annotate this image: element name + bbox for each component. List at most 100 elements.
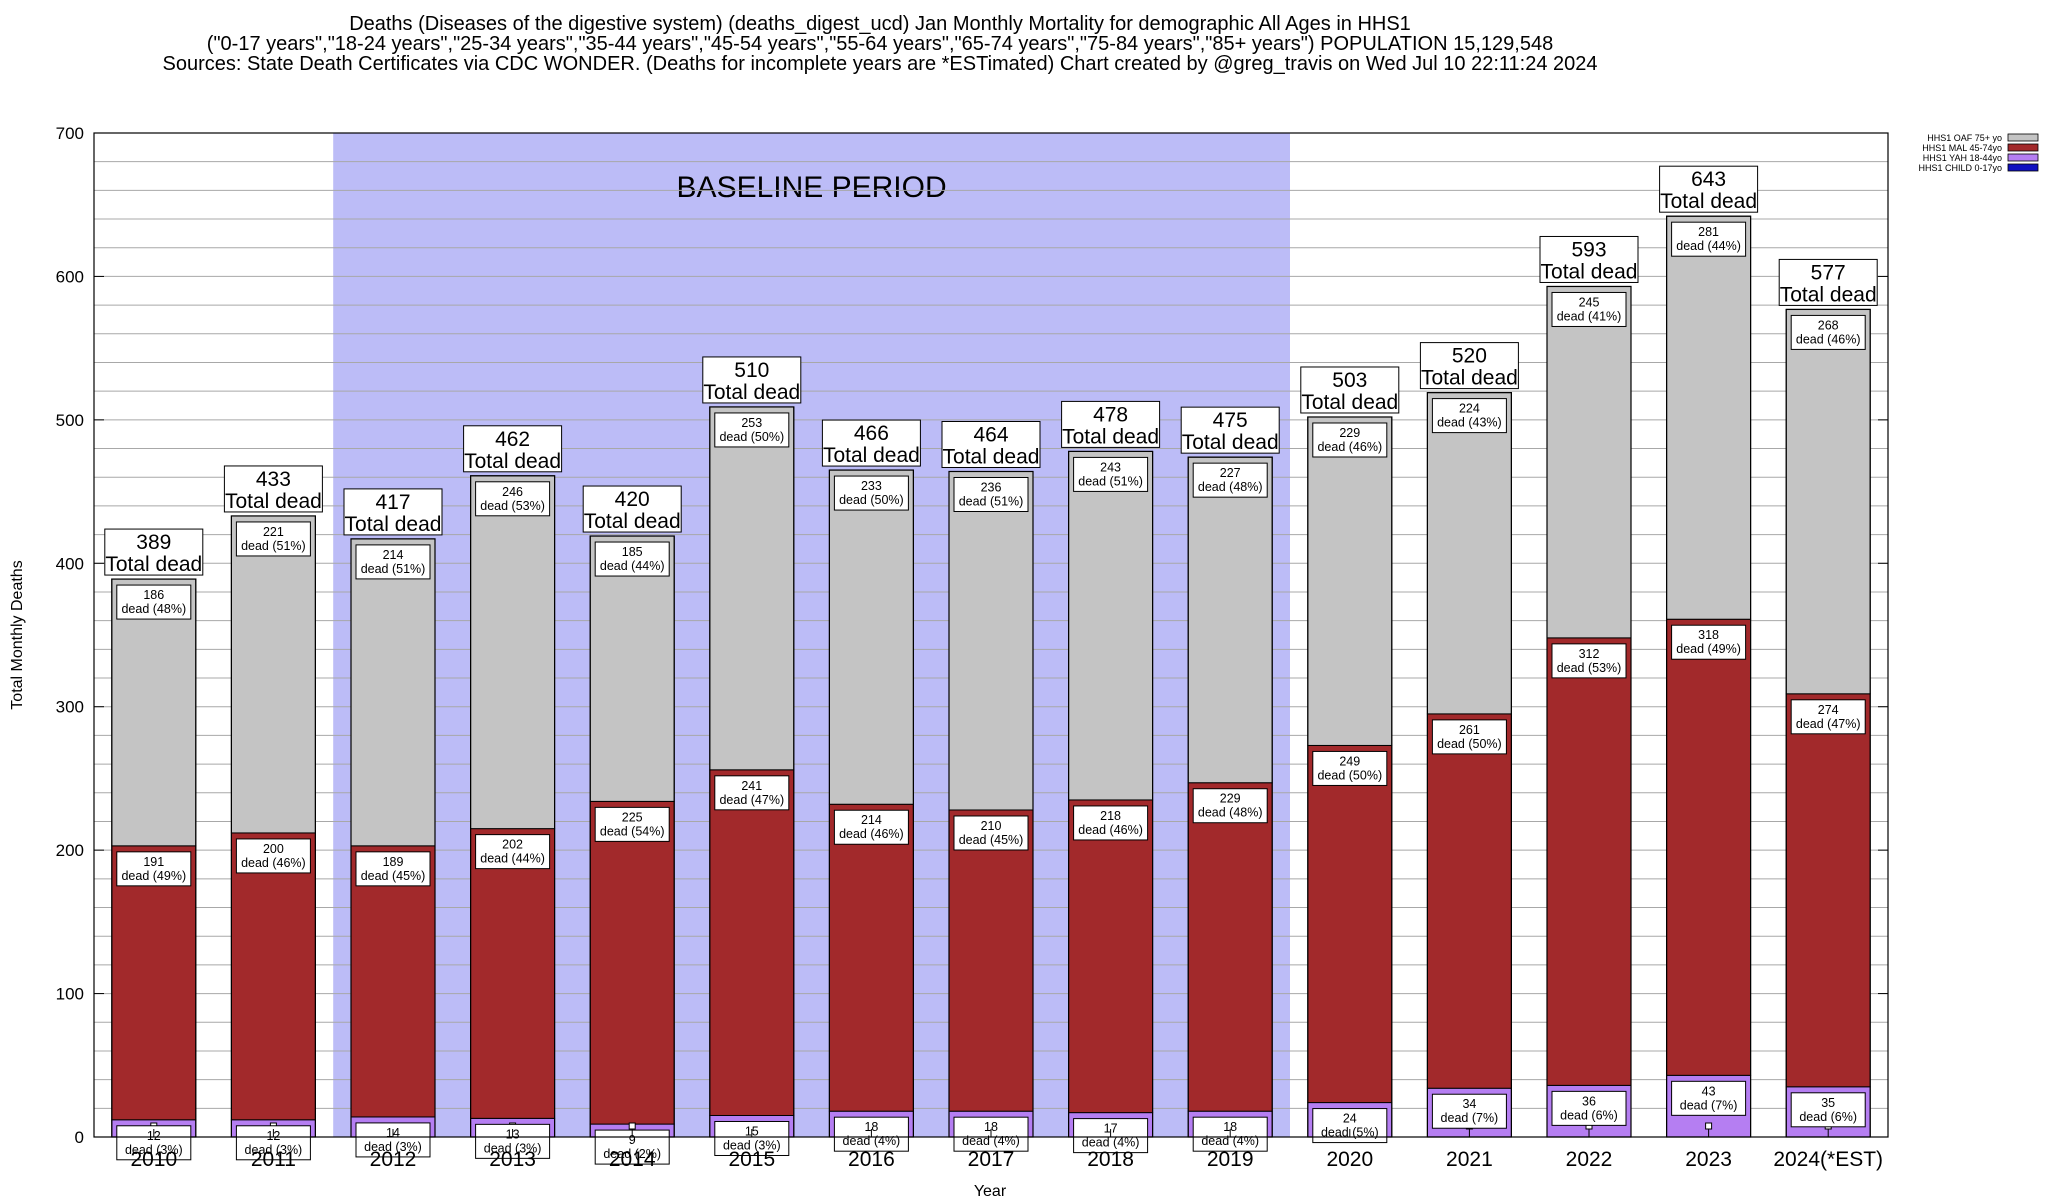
chart-title: Deaths (Diseases of the digestive system…: [0, 14, 1760, 74]
legend-entry-label: HHS1 CHILD 0-17yo: [1918, 163, 2002, 173]
segment-percent-label: dead (6%): [1560, 1108, 1618, 1122]
total-suffix-label: Total dead: [1421, 367, 1518, 390]
x-tick-label: 2022: [1566, 1148, 1613, 1171]
segment-label-box: [475, 834, 551, 870]
legend-entry-label: HHS1 YAH 18-44yo: [1923, 153, 2002, 163]
segment-percent-label: dead (51%): [241, 539, 306, 553]
segment-label-box: [714, 1120, 790, 1156]
segment-label-box: [714, 412, 790, 448]
segment-percent-label: dead (44%): [600, 559, 665, 573]
segment-percent-label: dead (50%): [1317, 768, 1382, 782]
x-tick-label: 2017: [968, 1148, 1015, 1171]
total-suffix-label: Total dead: [1660, 190, 1757, 213]
total-value-label: 420: [615, 488, 650, 511]
segment-label-box: [1431, 398, 1507, 434]
segment-percent-label: dead (7%): [1441, 1111, 1499, 1125]
segment-label-box: [1192, 462, 1268, 498]
total-value-label: 577: [1811, 261, 1846, 284]
legend-swatch: [2007, 133, 2039, 142]
x-tick-label: 2012: [370, 1148, 417, 1171]
y-tick-label: 0: [75, 1128, 84, 1147]
segment-label-box: [1431, 1093, 1507, 1129]
segment-label-box: [1192, 788, 1268, 824]
segment-percent-label: dead (3%): [484, 1141, 542, 1155]
segment-value-label: 224: [1459, 402, 1480, 416]
segment-value-label: 36: [1582, 1094, 1596, 1108]
bar-segment: [350, 845, 436, 1118]
segment-label-box: [1790, 699, 1866, 735]
segment-percent-label: dead (4%): [1201, 1134, 1259, 1148]
segment-label-box: [833, 809, 909, 845]
total-value-label: 464: [973, 423, 1008, 446]
x-tick-label: 2018: [1087, 1148, 1134, 1171]
segment-value-label: 241: [741, 779, 762, 793]
segment-percent-label: dead (3%): [245, 1143, 303, 1157]
bar-segment: [1426, 713, 1512, 1089]
total-suffix-label: Total dead: [225, 490, 322, 513]
segment-label-box: [1790, 1092, 1866, 1128]
segment-label-box: [1790, 314, 1866, 350]
segment-label-box: [116, 851, 192, 887]
total-value-label: 520: [1452, 345, 1487, 368]
x-tick-label: 2020: [1326, 1148, 1373, 1171]
segment-percent-label: dead (4%): [843, 1134, 901, 1148]
total-label-box: [1659, 165, 1759, 213]
total-value-label: 643: [1691, 168, 1726, 191]
segment-percent-label: dead (48%): [1198, 806, 1263, 820]
bar-segment: [1187, 782, 1273, 1112]
total-value-label: 503: [1332, 369, 1367, 392]
segment-value-label: 214: [383, 548, 404, 562]
y-tick-label: 100: [56, 985, 84, 1004]
segment-value-label: 214: [861, 813, 882, 827]
segment-percent-label: dead (46%): [1796, 332, 1861, 346]
title-line-3: Sources: State Death Certificates via CD…: [162, 53, 1598, 75]
total-suffix-label: Total dead: [464, 450, 561, 473]
segment-percent-label: dead (50%): [719, 430, 784, 444]
total-label-box: [104, 528, 204, 576]
y-tick-label: 400: [56, 554, 84, 573]
total-label-box: [223, 465, 323, 513]
segment-value-label: 225: [622, 810, 643, 824]
total-suffix-label: Total dead: [1541, 260, 1638, 283]
segment-percent-label: dead (45%): [361, 869, 426, 883]
segment-percent-label: dead (3%): [723, 1138, 781, 1152]
segment-percent-label: dead (3%): [364, 1140, 422, 1154]
bar-segment: [1068, 799, 1154, 1114]
segment-value-label: 185: [622, 545, 643, 559]
segment-percent-label: dead (51%): [1078, 474, 1143, 488]
segment-percent-label: dead (45%): [959, 833, 1024, 847]
segment-label-box: [1312, 422, 1388, 458]
segment-percent-label: dead (49%): [121, 869, 186, 883]
segment-percent-label: dead (6%): [1799, 1110, 1857, 1124]
segment-value-label: 253: [741, 416, 762, 430]
total-suffix-label: Total dead: [105, 553, 202, 576]
total-label-box: [343, 488, 443, 536]
bar-segment: [1068, 450, 1154, 801]
segment-value-label: 186: [143, 588, 164, 602]
segment-value-label: 227: [1220, 466, 1241, 480]
bar-segment: [470, 828, 556, 1119]
segment-label-box: [355, 851, 431, 887]
segment-value-label: 189: [383, 855, 404, 869]
x-tick-label: 2021: [1446, 1148, 1493, 1171]
segment-value-label: 245: [1579, 295, 1600, 309]
child-marker: [628, 1122, 636, 1130]
total-label-box: [1778, 258, 1878, 306]
y-tick-label: 200: [56, 841, 84, 860]
x-tick-label: 2011: [251, 1148, 296, 1171]
bar-segment: [589, 800, 675, 1125]
segment-percent-label: dead (48%): [121, 602, 186, 616]
total-label-box: [941, 420, 1041, 468]
segment-value-label: 229: [1339, 426, 1360, 440]
bar-segment: [1307, 744, 1393, 1104]
segment-value-label: 9: [629, 1133, 636, 1147]
bar-segment: [1546, 285, 1632, 639]
bar-segment: [1187, 456, 1273, 784]
bar-segment: [1666, 618, 1752, 1076]
segment-percent-label: dead (4%): [1082, 1136, 1140, 1150]
bar-segment: [470, 475, 556, 830]
segment-percent-label: dead (46%): [1317, 440, 1382, 454]
total-suffix-label: Total dead: [584, 510, 681, 533]
segment-percent-label: dead (47%): [1796, 717, 1861, 731]
